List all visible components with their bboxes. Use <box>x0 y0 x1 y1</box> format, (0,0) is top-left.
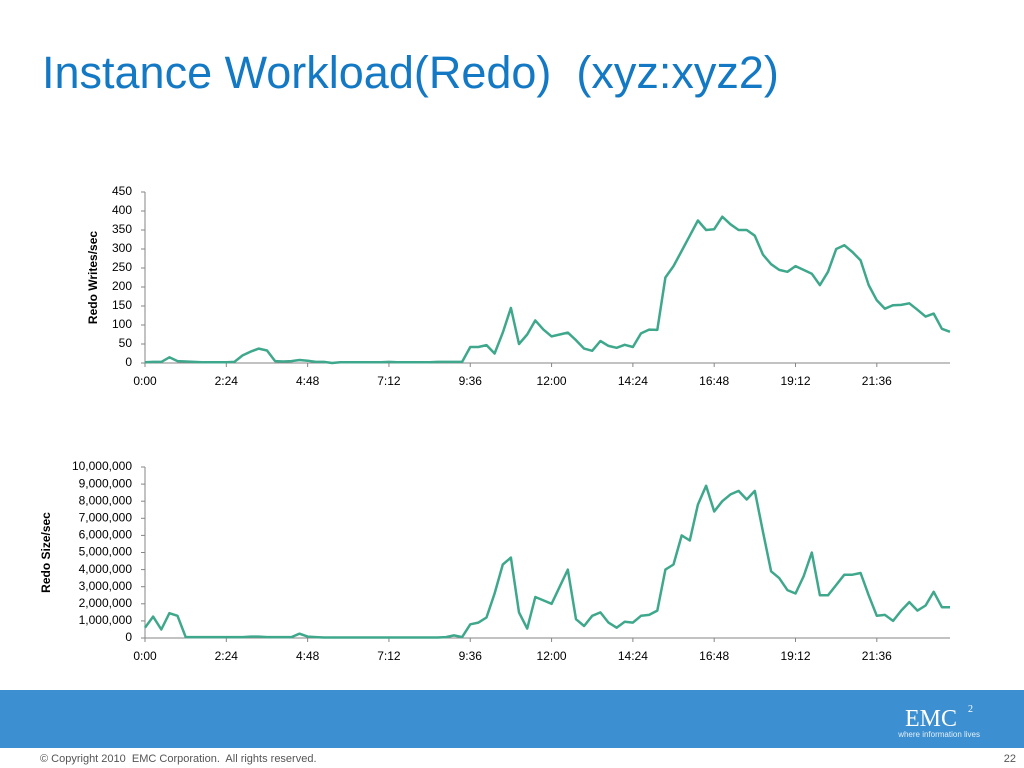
y-tick-label: 350 <box>112 222 132 236</box>
x-tick-label: 7:12 <box>377 649 401 663</box>
y-tick-label: 50 <box>119 336 133 350</box>
slide-title: Instance Workload(Redo) (xyz:xyz2) <box>42 47 779 98</box>
y-tick-label: 5,000,000 <box>79 545 133 559</box>
y-tick-label: 200 <box>112 279 132 293</box>
y-tick-label: 450 <box>112 184 132 198</box>
x-tick-label: 16:48 <box>699 374 729 388</box>
x-tick-label: 12:00 <box>537 649 567 663</box>
y-tick-label: 1,000,000 <box>79 613 133 627</box>
x-tick-label: 4:48 <box>296 649 320 663</box>
x-tick-label: 9:36 <box>459 374 483 388</box>
footer-band <box>0 690 1024 748</box>
x-tick-label: 0:00 <box>133 374 157 388</box>
y-tick-label: 2,000,000 <box>79 596 133 610</box>
x-tick-label: 21:36 <box>862 649 892 663</box>
x-tick-label: 9:36 <box>459 649 483 663</box>
data-line <box>143 484 950 639</box>
y-tick-label: 9,000,000 <box>79 476 133 490</box>
x-tick-label: 2:24 <box>215 649 239 663</box>
y-tick-label: 250 <box>112 260 132 274</box>
logo-superscript: 2 <box>968 704 973 715</box>
x-tick-label: 12:00 <box>537 374 567 388</box>
x-tick-label: 19:12 <box>780 649 810 663</box>
x-tick-label: 4:48 <box>296 374 320 388</box>
y-tick-label: 10,000,000 <box>72 459 132 473</box>
x-tick-label: 19:12 <box>780 374 810 388</box>
x-tick-label: 7:12 <box>377 374 401 388</box>
data-line <box>144 215 951 365</box>
page-number: 22 <box>1004 753 1016 765</box>
x-tick-label: 21:36 <box>862 374 892 388</box>
x-tick-label: 0:00 <box>133 649 157 663</box>
y-tick-label: 100 <box>112 317 132 331</box>
y-tick-label: 3,000,000 <box>79 579 133 593</box>
y-tick-label: 150 <box>112 298 132 312</box>
copyright: © Copyright 2010 EMC Corporation. All ri… <box>40 753 317 765</box>
y-tick-label: 6,000,000 <box>79 528 133 542</box>
x-tick-label: 14:24 <box>618 649 648 663</box>
x-tick-label: 16:48 <box>699 649 729 663</box>
y-tick-label: 8,000,000 <box>79 493 133 507</box>
y-axis-label: Redo Size/sec <box>39 512 53 593</box>
logo-tagline: where information lives <box>897 730 980 739</box>
y-tick-label: 0 <box>125 355 132 369</box>
logo: EMC <box>905 706 957 732</box>
y-tick-label: 4,000,000 <box>79 562 133 576</box>
y-tick-label: 0 <box>125 630 132 644</box>
y-axis-label: Redo Writes/sec <box>86 231 100 324</box>
y-tick-label: 400 <box>112 203 132 217</box>
y-tick-label: 7,000,000 <box>79 510 133 524</box>
x-tick-label: 2:24 <box>215 374 239 388</box>
x-tick-label: 14:24 <box>618 374 648 388</box>
y-tick-label: 300 <box>112 241 132 255</box>
